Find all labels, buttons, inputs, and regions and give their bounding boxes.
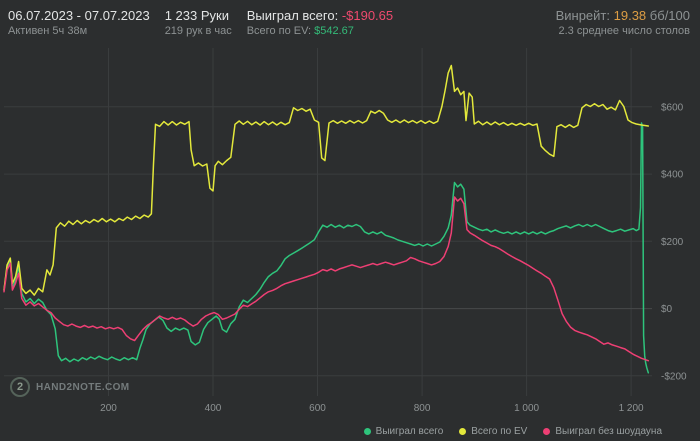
legend-label: Выиграл без шоудауна [555, 426, 662, 437]
x-tick-label: 800 [414, 403, 431, 414]
x-tick-label: 1 000 [514, 403, 539, 414]
hand2note-logo-icon: 2 [10, 377, 30, 397]
y-tick-label: -$200 [661, 371, 687, 382]
ev-total-value: $542.67 [314, 25, 354, 37]
stat-date-range: 06.07.2023 - 07.07.2023 Активен 5ч 38м [8, 7, 150, 39]
winrate-value: 19.38 [613, 8, 647, 23]
session-stats-header: 06.07.2023 - 07.07.2023 Активен 5ч 38м 1… [0, 0, 700, 42]
stat-winrate: Винрейт: 19.38 бб/100 2.3 среднее число … [556, 7, 690, 39]
legend-label: Всего по EV [471, 426, 528, 437]
legend-dot [459, 428, 467, 435]
hand2note-logo: 2 HAND2NOTE.COM [10, 377, 130, 397]
winrate-unit: бб/100 [649, 8, 690, 23]
chart-area: 200 400 600 800 1 000 1 200 $600 $400 $200 $0 -$20… [0, 42, 700, 441]
legend-item-ev[interactable]: Всего по EV [459, 426, 527, 437]
legend-item-nonshowdown[interactable]: Выиграл без шоудауна [543, 426, 662, 437]
ev-line [3, 64, 650, 296]
chart-legend: Выиграл всего Всего по EV Выиграл без шоуд… [363, 426, 662, 437]
x-tick-label: 600 [309, 403, 326, 414]
y-tick-label: $400 [661, 170, 684, 181]
x-tick-label: 400 [205, 403, 222, 414]
winrate-label: Винрейт: [555, 8, 610, 23]
hands-per-hour: 219 рук в час [164, 25, 232, 37]
stat-winnings: Выиграл всего: -$190.65 Всего по EV: $54… [247, 7, 393, 39]
ev-total-label: Всего по EV: [246, 25, 312, 37]
x-tick-label: 1 200 [619, 403, 644, 414]
avg-tables: 2.3 среднее число столов [558, 25, 690, 37]
legend-item-won[interactable]: Выиграл всего [363, 426, 444, 437]
won-total-label: Выиграл всего: [246, 8, 339, 23]
y-tick-label: $200 [661, 237, 684, 248]
date-range: 06.07.2023 - 07.07.2023 [8, 8, 150, 23]
y-tick-label: $0 [661, 304, 673, 315]
winnings-chart[interactable]: 200 400 600 800 1 000 1 200 $600 $400 $200 $0 -$20… [0, 42, 700, 420]
hands-count: 1 233 Руки [164, 8, 229, 23]
stat-hands: 1 233 Руки 219 рук в час [165, 7, 232, 39]
won-total-value: -$190.65 [341, 8, 394, 23]
legend-dot [543, 428, 551, 435]
y-tick-label: $600 [661, 102, 684, 113]
active-time: Активен 5ч 38м [8, 25, 88, 37]
legend-dot [363, 428, 371, 435]
won-line [3, 122, 650, 374]
hand2note-logo-text: HAND2NOTE.COM [36, 381, 130, 393]
legend-label: Выиграл всего [375, 426, 444, 437]
nonshowdown-line [3, 196, 650, 362]
x-tick-label: 200 [100, 403, 117, 414]
